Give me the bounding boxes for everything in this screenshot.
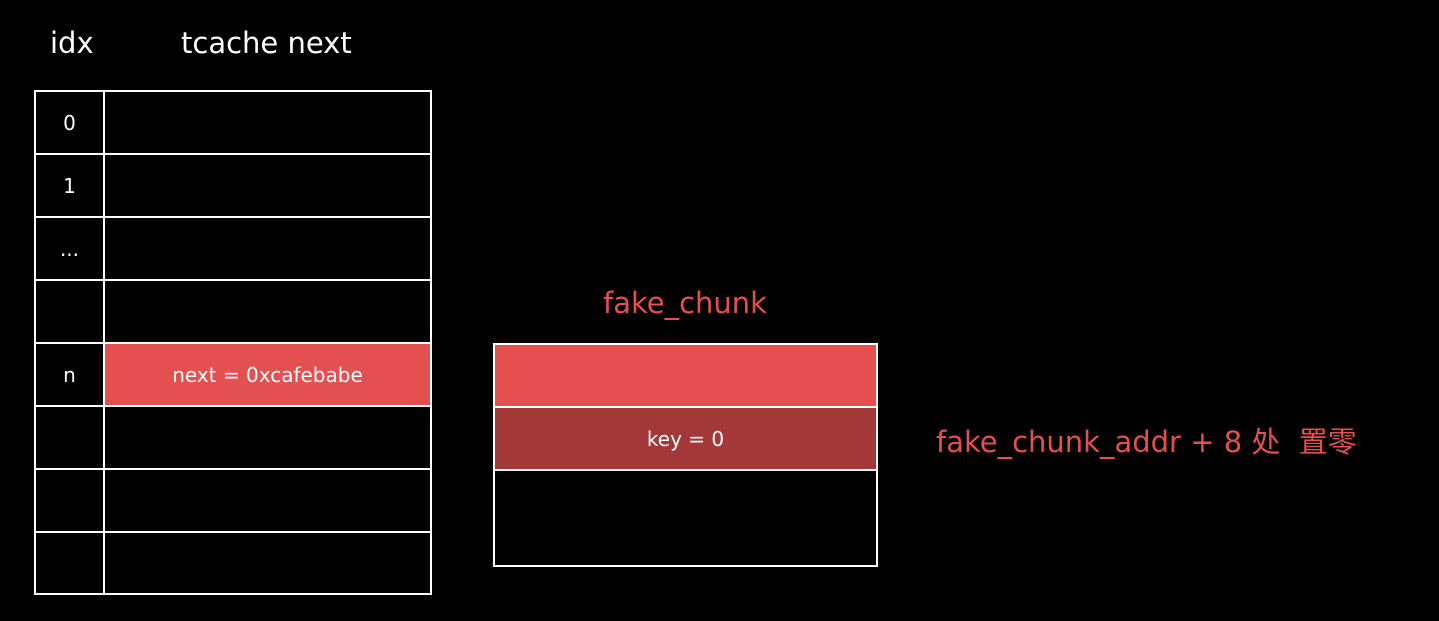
tcache-row: ... bbox=[36, 218, 430, 281]
tcache-row-value bbox=[105, 533, 430, 593]
tcache-row-value bbox=[105, 470, 430, 531]
tcache-row-value bbox=[105, 407, 430, 468]
tcache-row-n: n next = 0xcafebabe bbox=[36, 344, 430, 407]
tcache-row: 1 bbox=[36, 155, 430, 218]
tcache-row-value bbox=[105, 281, 430, 342]
tcache-row-value bbox=[105, 155, 430, 216]
tcache-row-idx bbox=[36, 533, 105, 593]
tcache-row-idx bbox=[36, 407, 105, 468]
tcache-row: 0 bbox=[36, 92, 430, 155]
tcache-row bbox=[36, 281, 430, 344]
tcache-row bbox=[36, 533, 430, 593]
tcache-row-idx: 0 bbox=[36, 92, 105, 153]
tcache-row-idx: 1 bbox=[36, 155, 105, 216]
tcache-row-idx bbox=[36, 281, 105, 342]
fake-chunk-key-field: key = 0 bbox=[495, 408, 876, 471]
tcache-row bbox=[36, 470, 430, 533]
tcache-table: 0 1 ... n next = 0xcafebabe bbox=[34, 90, 432, 595]
tcache-row-idx: ... bbox=[36, 218, 105, 279]
zero-key-annotation: fake_chunk_addr + 8 处 置零 bbox=[936, 425, 1357, 459]
tcache-row bbox=[36, 407, 430, 470]
tcache-next-pointer-cell: next = 0xcafebabe bbox=[105, 344, 430, 405]
tcache-row-value bbox=[105, 218, 430, 279]
tcache-row-idx bbox=[36, 470, 105, 531]
fake-chunk-box: key = 0 bbox=[493, 343, 878, 567]
tcache-row-idx: n bbox=[36, 344, 105, 405]
fake-chunk-header-field bbox=[495, 345, 876, 408]
tcache-row-value bbox=[105, 92, 430, 153]
tcache-next-column-header: tcache next bbox=[181, 26, 352, 60]
idx-column-header: idx bbox=[50, 26, 94, 60]
fake-chunk-title: fake_chunk bbox=[603, 286, 767, 320]
